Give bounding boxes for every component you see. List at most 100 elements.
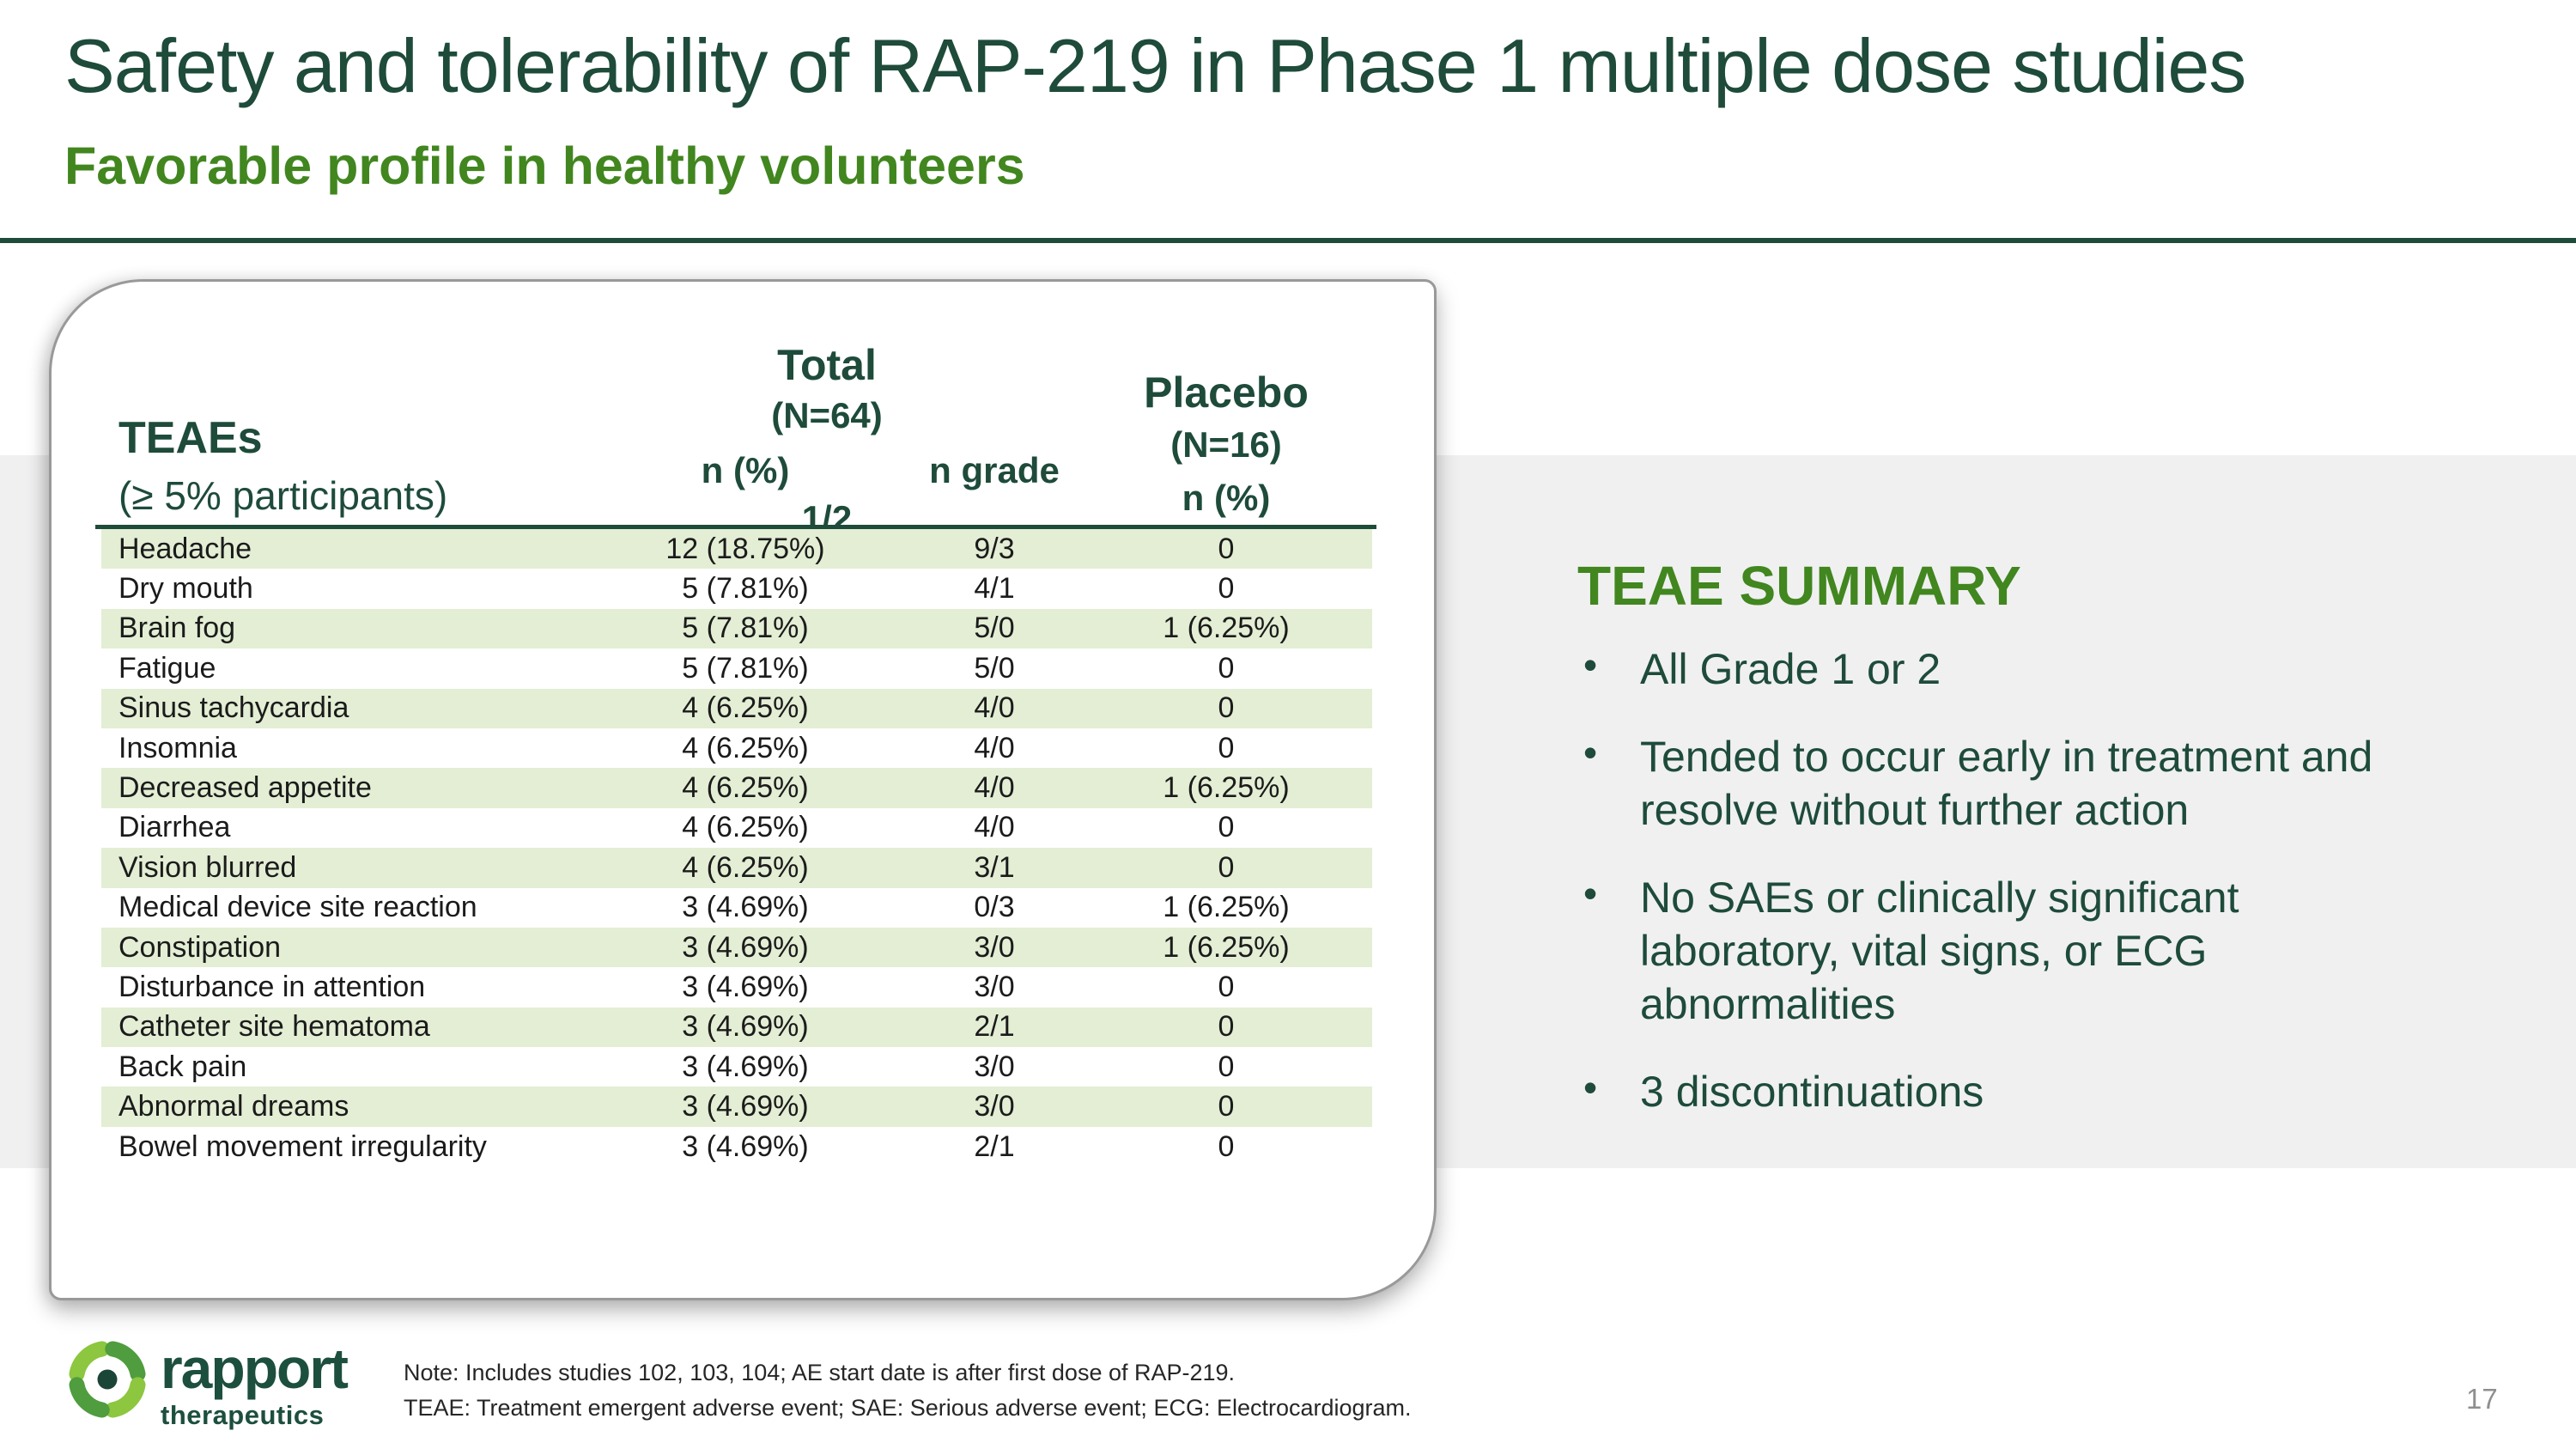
total-n-pct-cell: 3 (4.69%) — [682, 1129, 809, 1163]
table-header-total-n: (N=64) — [771, 395, 883, 435]
total-n-pct-cell: 5 (7.81%) — [682, 612, 809, 645]
logo-wordmark: rapport — [161, 1336, 349, 1400]
teae-name-cell: Dry mouth — [118, 572, 253, 606]
table-header-total: Total — [777, 341, 877, 389]
table-row: Sinus tachycardia 4 (6.25%) 4/0 0 — [101, 688, 1372, 728]
placebo-n-pct-cell: 0 — [1218, 651, 1235, 685]
n-grade-cell: 4/0 — [974, 731, 1015, 764]
teae-name-cell: Constipation — [118, 930, 282, 964]
placebo-n-pct-cell: 1 (6.25%) — [1163, 612, 1290, 645]
table-header-teaes: TEAEs — [118, 413, 263, 463]
footnotes: Note: Includes studies 102, 103, 104; AE… — [404, 1355, 1412, 1425]
n-grade-cell: 2/1 — [974, 1129, 1015, 1163]
total-n-pct-cell: 4 (6.25%) — [682, 811, 809, 844]
placebo-n-pct-cell: 0 — [1218, 1090, 1235, 1123]
page-title: Safety and tolerability of RAP-219 in Ph… — [64, 23, 2246, 108]
table-row: Disturbance in attention 3 (4.69%) 3/0 0 — [101, 967, 1372, 1007]
n-grade-cell: 3/0 — [974, 970, 1015, 1003]
n-grade-cell: 3/1 — [974, 850, 1015, 884]
n-grade-cell: 2/1 — [974, 1010, 1015, 1044]
total-n-pct-cell: 3 (4.69%) — [682, 930, 809, 964]
placebo-n-pct-cell: 0 — [1218, 572, 1235, 606]
teae-name-cell: Sinus tachycardia — [118, 691, 349, 725]
summary-bullet-list: All Grade 1 or 2 Tended to occur early in… — [1580, 641, 2524, 1153]
title-divider — [0, 238, 2576, 243]
teae-name-cell: Medical device site reaction — [118, 891, 477, 924]
n-grade-cell: 4/1 — [974, 572, 1015, 606]
n-grade-cell: 3/0 — [974, 930, 1015, 964]
summary-bullet: No SAEs or clinically significant labora… — [1580, 869, 2524, 1031]
placebo-n-pct-cell: 0 — [1218, 532, 1235, 565]
placebo-n-pct-cell: 0 — [1218, 731, 1235, 764]
total-n-pct-cell: 3 (4.69%) — [682, 1050, 809, 1083]
table-row: Dry mouth 5 (7.81%) 4/1 0 — [101, 569, 1372, 608]
summary-bullet: Tended to occur early in treatment and r… — [1580, 728, 2524, 837]
table-row: Constipation 3 (4.69%) 3/0 1 (6.25%) — [101, 927, 1372, 968]
n-grade-cell: 4/0 — [974, 771, 1015, 805]
table-header-placebo: Placebo — [1144, 368, 1309, 417]
placebo-n-pct-cell: 1 (6.25%) — [1163, 891, 1290, 924]
total-n-pct-cell: 3 (4.69%) — [682, 1010, 809, 1044]
rapport-pinwheel-icon — [69, 1341, 146, 1418]
teae-name-cell: Fatigue — [118, 651, 216, 685]
teae-name-cell: Bowel movement irregularity — [118, 1129, 487, 1163]
n-grade-cell: 0/3 — [974, 891, 1015, 924]
table-header-rule — [95, 525, 1376, 529]
placebo-n-pct-cell: 0 — [1218, 1129, 1235, 1163]
teae-name-cell: Abnormal dreams — [118, 1090, 349, 1123]
total-n-pct-cell: 4 (6.25%) — [682, 691, 809, 725]
placebo-n-pct-cell: 0 — [1218, 970, 1235, 1003]
n-grade-cell: 4/0 — [974, 691, 1015, 725]
teae-name-cell: Disturbance in attention — [118, 970, 426, 1003]
n-grade-cell: 3/0 — [974, 1090, 1015, 1123]
teae-name-cell: Diarrhea — [118, 811, 231, 844]
rapport-logo: rapport therapeutics — [161, 1336, 349, 1431]
table-header-n-grade: n grade — [929, 450, 1060, 490]
total-n-pct-cell: 3 (4.69%) — [682, 891, 809, 924]
table-row: Back pain 3 (4.69%) 3/0 0 — [101, 1047, 1372, 1087]
page-subtitle: Favorable profile in healthy volunteers — [64, 137, 1025, 195]
total-n-pct-cell: 4 (6.25%) — [682, 731, 809, 764]
table-header-placebo-n: (N=16) — [1170, 424, 1282, 465]
table-row: Medical device site reaction 3 (4.69%) 0/3… — [101, 888, 1372, 928]
note-line-1: Note: Includes studies 102, 103, 104; AE… — [404, 1360, 1236, 1385]
table-row: Vision blurred 4 (6.25%) 3/1 0 — [101, 848, 1372, 888]
table-row: Insomnia 4 (6.25%) 4/0 0 — [101, 728, 1372, 768]
table-row: Bowel movement irregularity 3 (4.69%) 2/1 0 — [101, 1127, 1372, 1166]
placebo-n-pct-cell: 0 — [1218, 691, 1235, 725]
n-grade-cell: 3/0 — [974, 1050, 1015, 1083]
n-grade-cell: 5/0 — [974, 651, 1015, 685]
total-n-pct-cell: 4 (6.25%) — [682, 850, 809, 884]
total-n-pct-cell: 3 (4.69%) — [682, 1090, 809, 1123]
teae-table-rows: Headache 12 (18.75%) 9/3 0 Dry mouth 5 (7.81%… — [101, 529, 1372, 1166]
teae-name-cell: Vision blurred — [118, 850, 297, 884]
table-header-teaes-subtitle: (≥ 5% participants) — [118, 473, 448, 518]
table-row: Decreased appetite 4 (6.25%) 4/0 1 (6.25%) — [101, 768, 1372, 808]
n-grade-cell: 4/0 — [974, 811, 1015, 844]
teae-name-cell: Catheter site hematoma — [118, 1010, 430, 1044]
teae-name-cell: Back pain — [118, 1050, 247, 1083]
placebo-n-pct-cell: 1 (6.25%) — [1163, 930, 1290, 964]
table-row: Headache 12 (18.75%) 9/3 0 — [101, 529, 1372, 569]
summary-bullet: 3 discontinuations — [1580, 1063, 2524, 1118]
table-row: Catheter site hematoma 3 (4.69%) 2/1 0 — [101, 1007, 1372, 1048]
total-n-pct-cell: 5 (7.81%) — [682, 651, 809, 685]
placebo-n-pct-cell: 0 — [1218, 1010, 1235, 1044]
placebo-n-pct-cell: 0 — [1218, 850, 1235, 884]
table-header-placebo-n-pct: n (%) — [1182, 478, 1271, 518]
teae-name-cell: Insomnia — [118, 731, 237, 764]
teae-name-cell: Decreased appetite — [118, 771, 372, 805]
teae-name-cell: Headache — [118, 532, 252, 565]
page-number: 17 — [2466, 1383, 2498, 1415]
placebo-n-pct-cell: 0 — [1218, 1050, 1235, 1083]
logo-sub-wordmark: therapeutics — [161, 1400, 325, 1430]
table-row: Brain fog 5 (7.81%) 5/0 1 (6.25%) — [101, 608, 1372, 649]
teae-name-cell: Brain fog — [118, 612, 236, 645]
total-n-pct-cell: 12 (18.75%) — [665, 532, 825, 565]
summary-bullet: All Grade 1 or 2 — [1580, 641, 2524, 696]
teae-table-card: TEAEs (≥ 5% participants) Total (N=64) n… — [49, 279, 1437, 1300]
n-grade-cell: 5/0 — [974, 612, 1015, 645]
placebo-n-pct-cell: 1 (6.25%) — [1163, 771, 1290, 805]
table-row: Abnormal dreams 3 (4.69%) 3/0 0 — [101, 1087, 1372, 1127]
note-line-2: TEAE: Treatment emergent adverse event; … — [404, 1394, 1412, 1421]
